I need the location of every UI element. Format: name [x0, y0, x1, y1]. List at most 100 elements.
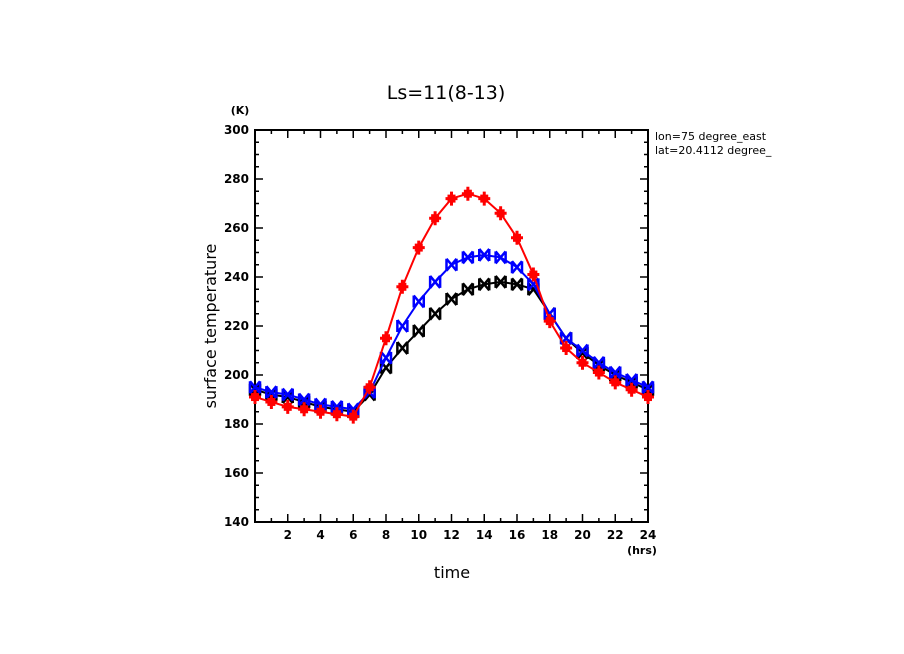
data-point-black: [625, 375, 638, 390]
data-point-black: [527, 282, 540, 297]
data-point-blue: [248, 380, 262, 395]
data-point-blue: [412, 294, 425, 309]
y-tick-label: 220: [224, 319, 249, 333]
data-point-core-red: [644, 393, 652, 402]
data-point-black: [281, 390, 294, 404]
data-point-core-red: [578, 358, 587, 367]
data-point-blue: [428, 275, 442, 289]
data-point-core-red: [562, 344, 571, 353]
x-tick-label: 8: [382, 528, 390, 542]
y-tick-label: 240: [224, 270, 249, 284]
series-line-blue: [254, 253, 649, 411]
data-point-black: [412, 324, 425, 338]
data-point-blue: [297, 392, 311, 407]
data-point-blue: [494, 250, 507, 265]
annotation-lat: lat=20.4112 degree_: [655, 144, 772, 157]
data-point-core-red: [627, 385, 636, 394]
data-point-black: [379, 360, 393, 375]
data-point-black: [428, 306, 442, 321]
data-point-black: [461, 282, 475, 297]
data-point-black: [363, 387, 376, 402]
annotation-lon: lon=75 degree_east: [655, 130, 767, 143]
y-unit-label: (K): [231, 104, 250, 117]
data-point-core-red: [611, 378, 620, 387]
series-group: [248, 186, 655, 424]
data-point-blue: [445, 257, 458, 272]
data-point-blue: [510, 260, 524, 275]
data-point-core-red: [349, 412, 358, 421]
x-tick-label: 16: [509, 528, 526, 542]
y-tick-label: 200: [224, 368, 249, 382]
x-tick-label: 2: [284, 528, 292, 542]
data-point-core-red: [300, 405, 309, 414]
data-point-core-red: [283, 402, 292, 411]
x-tick-label: 6: [349, 528, 357, 542]
data-point-blue: [265, 385, 278, 399]
data-point-core-red: [496, 209, 505, 218]
data-point-core-red: [382, 334, 390, 343]
data-point-black: [609, 368, 622, 382]
data-point-black: [248, 382, 262, 397]
data-point-blue: [576, 343, 589, 358]
chart-title: Ls=11(8-13): [387, 82, 506, 104]
data-point-core-red: [447, 194, 456, 203]
data-point-blue: [641, 380, 655, 395]
data-point-black: [445, 292, 458, 306]
data-point-core-red: [545, 317, 554, 326]
data-point-core-red: [414, 243, 423, 252]
x-tick-label: 24: [640, 528, 657, 542]
y-tick-label: 260: [224, 221, 249, 235]
data-point-black: [297, 395, 311, 409]
data-point-blue: [625, 373, 638, 387]
data-point-black: [641, 382, 655, 397]
x-tick-label: 14: [476, 528, 493, 542]
x-tick-label: 18: [541, 528, 558, 542]
data-point-blue: [543, 306, 556, 321]
x-tick-label: 22: [607, 528, 624, 542]
data-point-black: [265, 387, 278, 402]
data-point-black: [510, 277, 524, 292]
data-point-blue: [609, 365, 622, 380]
data-point-blue: [592, 355, 606, 370]
data-point-core-red: [513, 233, 521, 242]
plot-frame: [254, 129, 649, 523]
data-point-core-red: [398, 282, 407, 291]
series-line-red: [254, 192, 649, 418]
x-tick-label: 12: [443, 528, 460, 542]
data-point-blue: [396, 319, 409, 333]
y-tick-label: 280: [224, 172, 249, 186]
y-tick-label: 300: [224, 123, 249, 137]
data-point-blue: [379, 351, 393, 365]
x-tick-label: 4: [316, 528, 324, 542]
y-tick-label: 160: [224, 466, 249, 480]
series-blue: [248, 248, 655, 417]
x-tick-label: 20: [574, 528, 591, 542]
data-point-blue: [527, 277, 540, 292]
data-point-blue: [347, 402, 360, 417]
data-point-blue: [559, 331, 573, 346]
data-point-core-red: [463, 189, 472, 198]
data-point-core-red: [431, 214, 440, 223]
series-red: [249, 186, 654, 424]
data-point-black: [576, 346, 589, 360]
data-point-core-red: [594, 368, 603, 377]
data-point-black: [396, 341, 409, 355]
y-axis-label: surface temperature: [201, 244, 220, 409]
data-point-black: [494, 275, 507, 289]
y-tick-label: 140: [224, 515, 249, 529]
data-point-core-red: [267, 397, 276, 406]
data-point-core-red: [316, 407, 325, 416]
data-point-core-red: [480, 194, 489, 203]
data-point-core-red: [332, 410, 341, 419]
x-unit-label: (hrs): [627, 544, 657, 557]
data-point-core-red: [365, 383, 374, 392]
data-point-core-red: [529, 270, 538, 279]
data-point-core-red: [251, 393, 259, 402]
series-line-black: [254, 280, 649, 413]
x-tick-label: 10: [410, 528, 427, 542]
data-point-blue: [461, 250, 475, 265]
data-point-blue: [478, 248, 491, 262]
data-point-blue: [281, 387, 294, 402]
